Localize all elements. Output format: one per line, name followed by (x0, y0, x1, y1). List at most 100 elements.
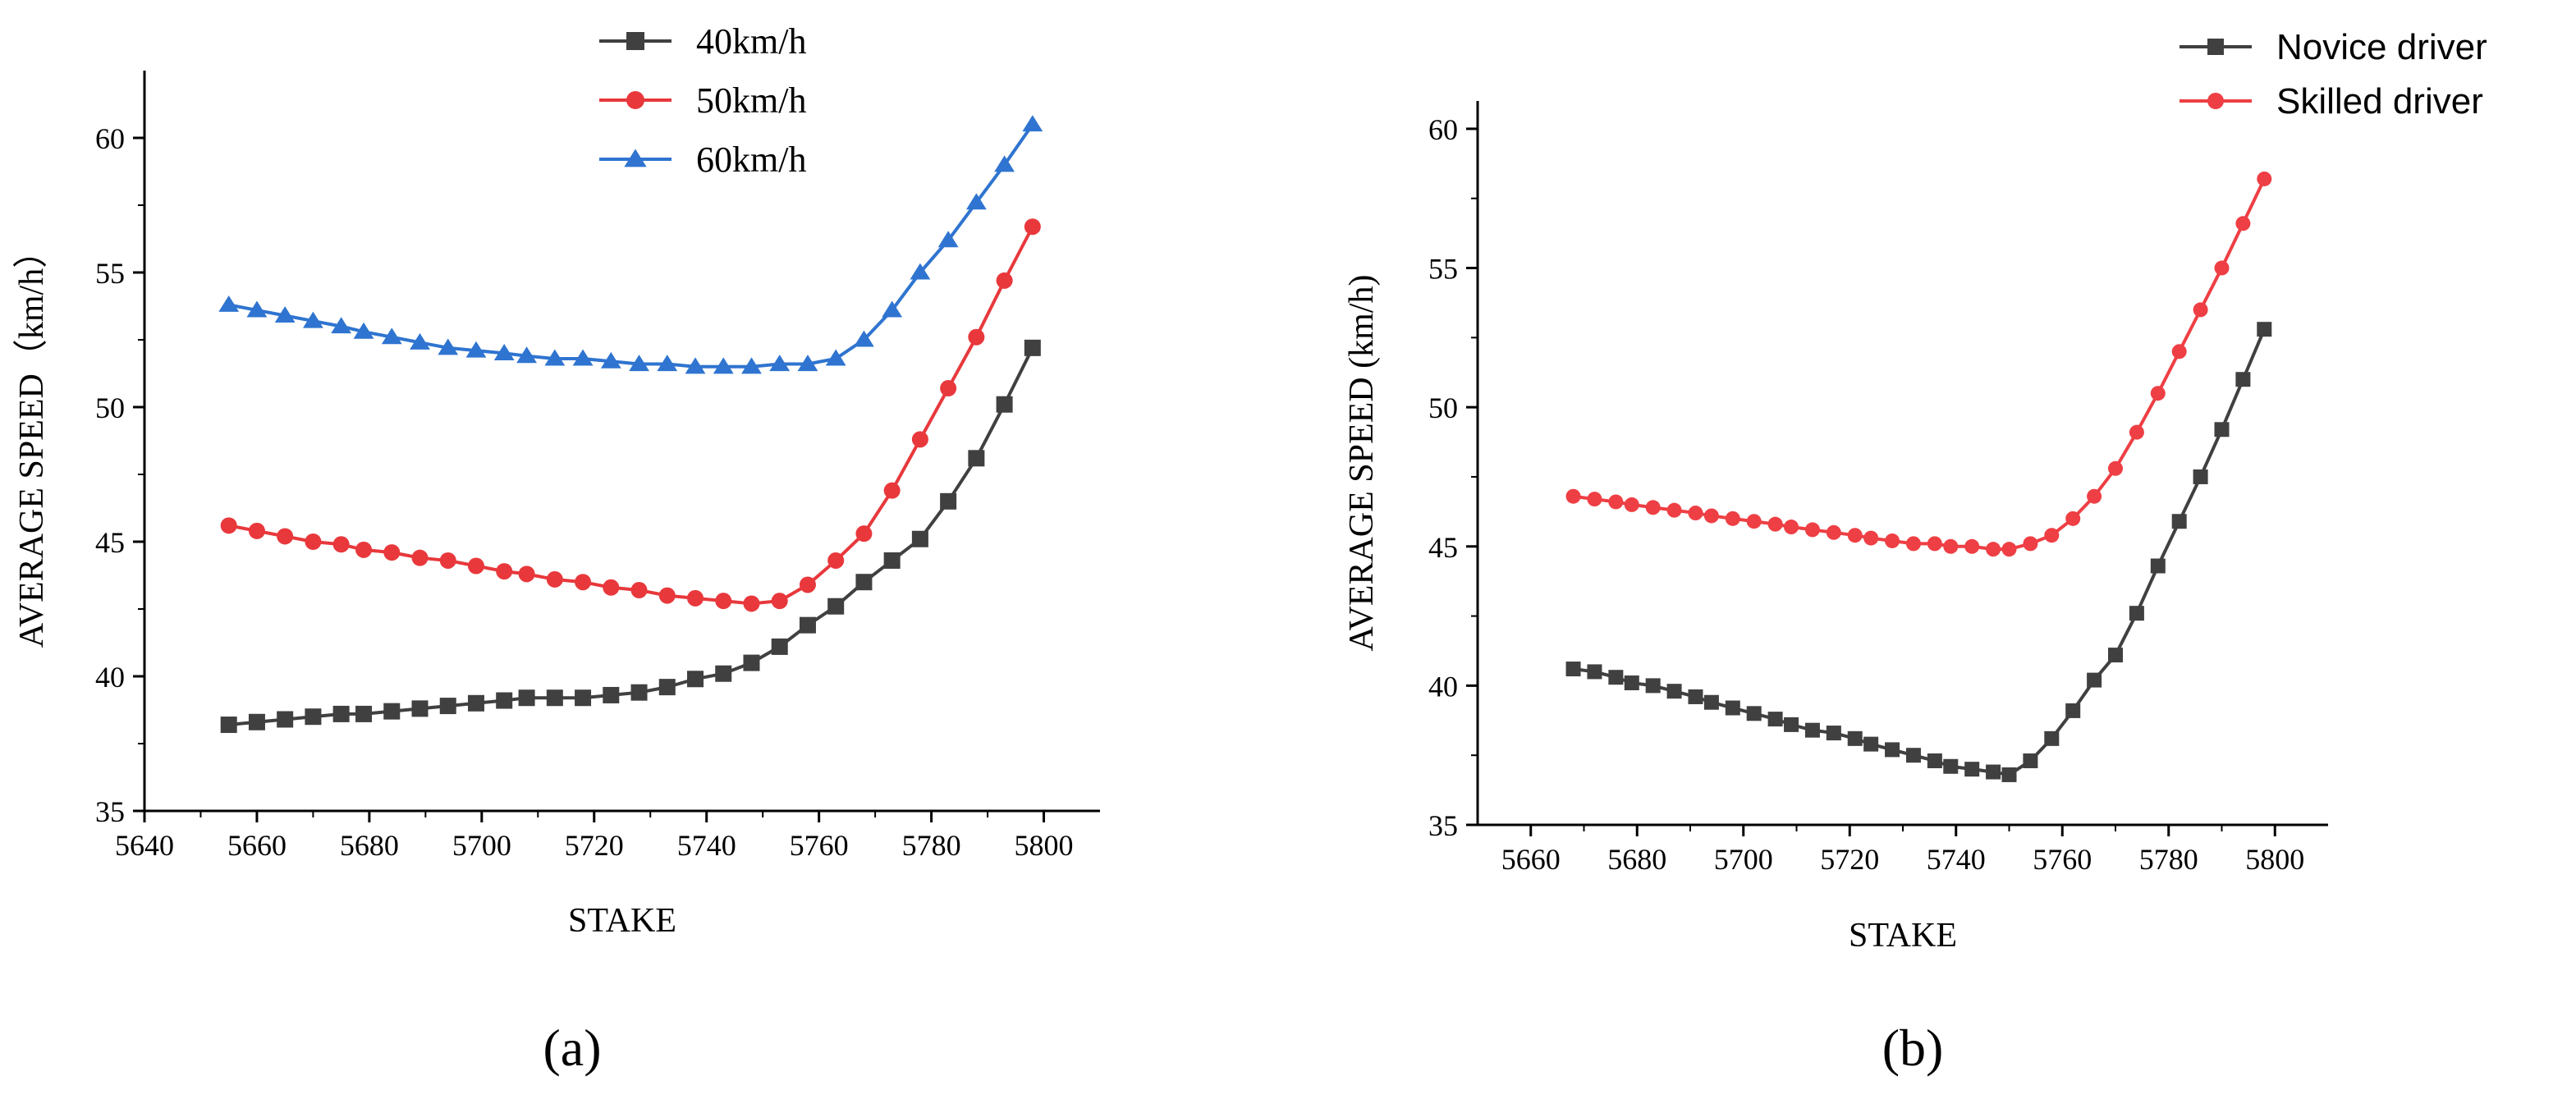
chart-a-data-point (331, 317, 352, 334)
chart-a-data-point (438, 338, 459, 355)
chart-b-data-point (1608, 494, 1624, 510)
chart-b-data-point (2214, 260, 2230, 276)
chart-a-data-point (687, 589, 704, 607)
chart-b-data-point (1725, 511, 1740, 526)
chart-a-data-point (910, 263, 931, 280)
chart-a-data-point (575, 574, 592, 591)
chart-b-data-point (1804, 522, 1820, 538)
chart-b-data-point (1784, 717, 1799, 732)
chart-b-panel-label: (b) (1882, 1019, 1944, 1077)
chart-b-data-point (2171, 344, 2187, 359)
chart-a-data-point (411, 700, 429, 717)
chart-a-data-point (996, 272, 1013, 289)
chart-a-legend-label: 60km/h (696, 140, 806, 180)
chart-b-data-point (1725, 700, 1740, 716)
chart-a-legend: 40km/h 50km/h 60km/h (599, 21, 806, 180)
chart-b-data-point (1746, 514, 1762, 529)
chart-a-data-point (516, 346, 537, 364)
chart-a-data-point (741, 357, 762, 374)
chart-b-x-axis-label: STAKE (1849, 917, 1957, 955)
chart-b-data-point (2214, 422, 2230, 437)
chart-a-data-point (771, 593, 788, 610)
chart-a-data-point (825, 349, 846, 366)
chart-a-data-point (713, 357, 734, 374)
chart-a-data-point (575, 689, 592, 707)
chart-b-data-point (1826, 726, 1841, 741)
chart-a-y-tick-label: 40 (95, 661, 125, 694)
chart-b-data-point (1885, 533, 1900, 548)
chart-a-data-point (827, 598, 845, 615)
chart-a-data-point (383, 703, 401, 720)
chart-a-data-point (274, 306, 296, 323)
chart-b-y-axis-label: AVERAGE SPEED (km/h) (1343, 275, 1381, 652)
chart-a-data-point (246, 300, 268, 318)
chart-b-data-point (1804, 722, 1820, 738)
chart-b-x-tick-label: 5660 (1501, 843, 1561, 876)
chart-a-data-point (940, 380, 957, 397)
chart-a-data-point (332, 705, 350, 722)
chart-b-x-tick-label: 5680 (1607, 843, 1666, 876)
chart-a-data-point (629, 355, 649, 372)
chart-b-y-tick-label: 50 (1428, 392, 1458, 424)
chart-b-x-tick-label: 5780 (2139, 843, 2198, 876)
chart-a-data-point (797, 355, 818, 372)
chart-a-data-point (630, 582, 648, 599)
chart-a-data-point (685, 357, 706, 374)
chart-a-data-point (1022, 115, 1043, 132)
chart-a-data-point (854, 330, 874, 347)
chart-b-data-point (1847, 730, 1863, 746)
chart-a-data-point (855, 574, 873, 591)
chart-a-data-point (411, 549, 429, 566)
chart-b-y-tick-label: 55 (1428, 253, 1458, 286)
chart-b-legend-marker (2207, 39, 2224, 55)
chart-b-data-point (2257, 322, 2272, 337)
chart-a-series-2 (218, 115, 1043, 374)
chart-b-data-point (2150, 386, 2166, 401)
chart-a-y-tick-label: 35 (95, 795, 125, 828)
chart-a-data-point (381, 327, 402, 345)
chart-b-data-point (1688, 506, 1703, 521)
chart-b-data-point (2001, 542, 2017, 557)
chart-a-data-point (496, 563, 513, 580)
chart-a-data-point (743, 654, 760, 671)
chart-b-data-point (1905, 536, 1921, 552)
chart-a-data-point (518, 566, 535, 583)
chart-a-data-point (994, 155, 1015, 172)
chart-b-y-tick-label: 45 (1428, 531, 1458, 564)
chart-a-data-point (1024, 339, 1041, 356)
chart-b-data-point (1565, 662, 1581, 677)
chart-b-data-point (2044, 528, 2060, 543)
chart-b-data-point (1927, 536, 1942, 552)
chart-b-series-0 (1565, 322, 2272, 782)
chart-b-data-point (1784, 520, 1799, 535)
chart-a-data-point (968, 450, 985, 467)
chart-a-x-tick-label: 5780 (902, 829, 961, 862)
chart-a-data-point (1024, 218, 1041, 236)
chart-a-data-point (439, 698, 456, 715)
chart-b-legend-marker (2207, 93, 2224, 109)
chart-b-data-point (1624, 675, 1639, 690)
chart-a-data-point (658, 587, 676, 604)
chart-b-data-point (2235, 372, 2251, 387)
chart-b-data-point (1666, 684, 1682, 699)
chart-a-data-point (355, 705, 373, 722)
chart-a-x-tick-label: 5660 (227, 829, 286, 862)
chart-b-legend-item: Skilled driver (2180, 81, 2483, 121)
chart-b-data-point (1964, 538, 1980, 554)
chart-b-data-point (1847, 528, 1863, 543)
chart-b-data-point (1666, 502, 1682, 518)
chart-a-data-point (353, 322, 374, 339)
chart-a-x-tick-label: 5640 (115, 829, 174, 862)
chart-a-data-point (965, 193, 987, 210)
chart-a-data-point (439, 552, 456, 569)
chart-a-data-point (467, 694, 484, 712)
chart-a-data-point (248, 522, 265, 539)
chart-b-data-point (1986, 542, 2001, 557)
chart-b-x-tick-label: 5720 (1820, 843, 1879, 876)
chart-a-data-point (518, 689, 535, 707)
chart-b-y-tick-label: 60 (1428, 113, 1458, 146)
chart-b-data-point (1746, 706, 1762, 721)
chart-a-data-point (883, 482, 901, 499)
chart-a-legend-marker (624, 149, 647, 167)
chart-a-data-point (882, 300, 903, 318)
